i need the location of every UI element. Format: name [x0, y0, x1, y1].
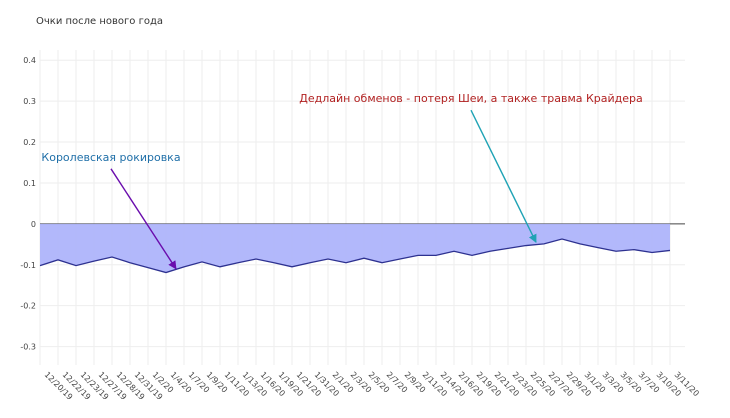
y-tick-label: -0.1 — [20, 261, 36, 270]
y-tick-label: -0.3 — [20, 343, 36, 352]
chart-title: Очки после нового года — [36, 16, 163, 27]
y-tick-label: 0 — [31, 220, 36, 229]
annotation-text: Дедлайн обменов - потеря Шеи, а также тр… — [299, 92, 643, 105]
y-tick-label: 0.3 — [23, 97, 36, 106]
annotation-arrow — [470, 109, 537, 243]
annotation-text: Королевская рокировка — [41, 151, 180, 164]
annotation-arrow — [110, 168, 177, 270]
y-tick-label: 0.1 — [23, 179, 36, 188]
y-tick-label: 0.4 — [23, 56, 36, 65]
y-tick-label: 0.2 — [23, 138, 36, 147]
area — [40, 223, 670, 273]
line — [39, 238, 671, 274]
y-tick-label: -0.2 — [20, 302, 36, 311]
